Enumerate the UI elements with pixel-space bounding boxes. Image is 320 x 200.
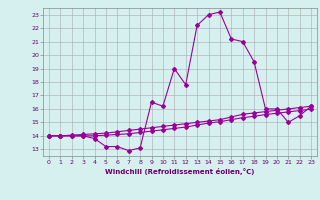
- X-axis label: Windchill (Refroidissement éolien,°C): Windchill (Refroidissement éolien,°C): [105, 168, 255, 175]
